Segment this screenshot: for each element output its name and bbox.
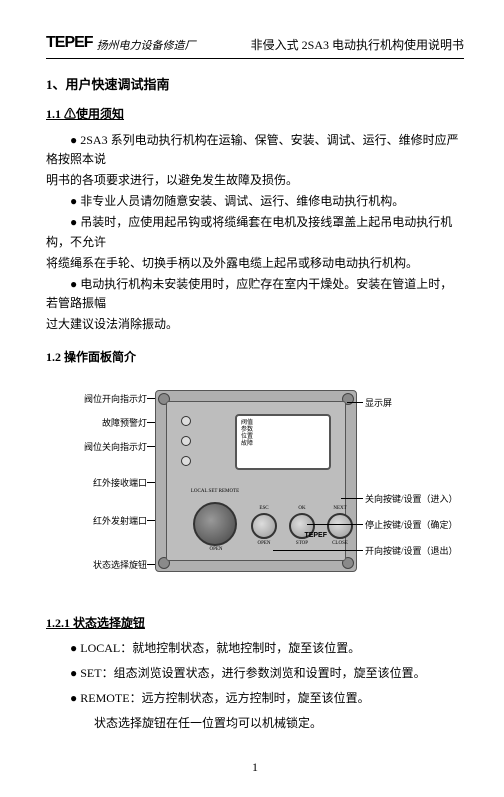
knob-top-label: LOCAL SET REMOTE — [185, 488, 245, 496]
control-panel: 阀值 参数 位置 故障 LOCAL SET REMOTE OPEN ESC OP… — [155, 390, 357, 572]
item-set: ● SET：组态浏览设置状态，进行参数浏览和设置时，旋至该位置。 — [46, 664, 464, 683]
para-3b: 将缆绳系在手轮、切换手柄以及外露电缆上起吊或移动电动执行机构。 — [46, 254, 464, 273]
page-number: 1 — [46, 758, 464, 777]
callout-display: 显示屏 — [365, 396, 392, 410]
display-line: 故障 — [241, 441, 325, 448]
para-4b: 过大建议设法消除振动。 — [46, 315, 464, 334]
btn-top-label: NEXT — [333, 506, 346, 511]
panel-inner: 阀值 参数 位置 故障 LOCAL SET REMOTE OPEN ESC OP… — [166, 401, 346, 561]
logo-main: TEPEF — [46, 30, 93, 56]
display-screen: 阀值 参数 位置 故障 — [235, 414, 331, 470]
btn-top-label: ESC — [259, 506, 268, 511]
display-line: 参数 — [241, 427, 325, 434]
btn-bottom-label: OPEN — [257, 541, 270, 546]
panel-figure: 阀位开向指示灯 故障预警灯 阀位关向指示灯 红外接收端口 红外发射端口 状态选择… — [65, 380, 445, 600]
callout-open-key: 开向按键/设置（退出） — [365, 544, 458, 558]
led-fault-icon — [181, 436, 191, 446]
para-4a: ● 电动执行机构未安装使用时，应贮存在室内干燥处。安装在管道上时，若管路振幅 — [46, 275, 464, 313]
next-close-button[interactable]: NEXT CLOSE — [327, 506, 353, 546]
led-column — [181, 416, 191, 466]
button-ring-icon — [251, 513, 277, 539]
section-1-2-title: 1.2 操作面板简介 — [46, 348, 464, 367]
display-line: 位置 — [241, 434, 325, 441]
knob-bottom-label: OPEN — [191, 546, 241, 554]
led-close-icon — [181, 456, 191, 466]
esc-open-button[interactable]: ESC OPEN — [251, 506, 277, 546]
section-1-title: 1、用户快速调试指南 — [46, 75, 464, 96]
para-3a: ● 吊装时，应使用起吊钩或将缆绳套在电机及接线罩盖上起吊电动执行机构，不允许 — [46, 213, 464, 251]
callout-ir-send: 红外发射端口 — [47, 514, 147, 528]
section-1-1-title: 1.1 ⚠使用须知 — [46, 105, 464, 124]
callout-stop-key: 停止按键/设置（确定） — [365, 518, 458, 532]
logo-block: TEPEF 扬州电力设备修造厂 — [46, 30, 196, 56]
callout-close-key: 关向按键/设置（进入） — [365, 492, 458, 506]
page-header: TEPEF 扬州电力设备修造厂 非侵入式 2SA3 电动执行机构使用说明书 — [46, 30, 464, 59]
callout-close-led: 阀位关向指示灯 — [47, 440, 147, 454]
led-open-icon — [181, 416, 191, 426]
selector-knob[interactable] — [193, 502, 237, 546]
section-1-2-1-title: 1.2.1 状态选择旋钮 — [46, 614, 464, 633]
btn-bottom-label: CLOSE — [332, 541, 348, 546]
callout-fault-led: 故障预警灯 — [47, 416, 147, 430]
callout-ir-recv: 红外接收端口 — [47, 476, 147, 490]
button-ring-icon — [327, 513, 353, 539]
item-remote-note: 状态选择旋钮在任一位置均可以机械锁定。 — [46, 714, 464, 733]
doc-title: 非侵入式 2SA3 电动执行机构使用说明书 — [251, 36, 464, 55]
item-remote: ● REMOTE：远方控制状态，远方控制时，旋至该位置。 — [46, 689, 464, 708]
btn-top-label: OK — [298, 506, 305, 511]
button-row: ESC OPEN OK STOP NEXT CLOSE — [251, 506, 353, 546]
callout-open-led: 阀位开向指示灯 — [47, 392, 147, 406]
display-line: 阀值 — [241, 420, 325, 427]
para-1a: ● 2SA3 系列电动执行机构在运输、保管、安装、调试、运行、维修时应严格按照本… — [46, 131, 464, 169]
callout-knob: 状态选择旋钮 — [47, 558, 147, 572]
para-2: ● 非专业人员请勿随意安装、调试、运行、维修电动执行机构。 — [46, 192, 464, 211]
logo-sub: 扬州电力设备修造厂 — [97, 38, 196, 56]
para-1b: 明书的各项要求进行，以避免发生故障及损伤。 — [46, 171, 464, 190]
panel-brand: TEPEF — [304, 530, 327, 541]
item-local: ● LOCAL：就地控制状态，就地控制时，旋至该位置。 — [46, 639, 464, 658]
